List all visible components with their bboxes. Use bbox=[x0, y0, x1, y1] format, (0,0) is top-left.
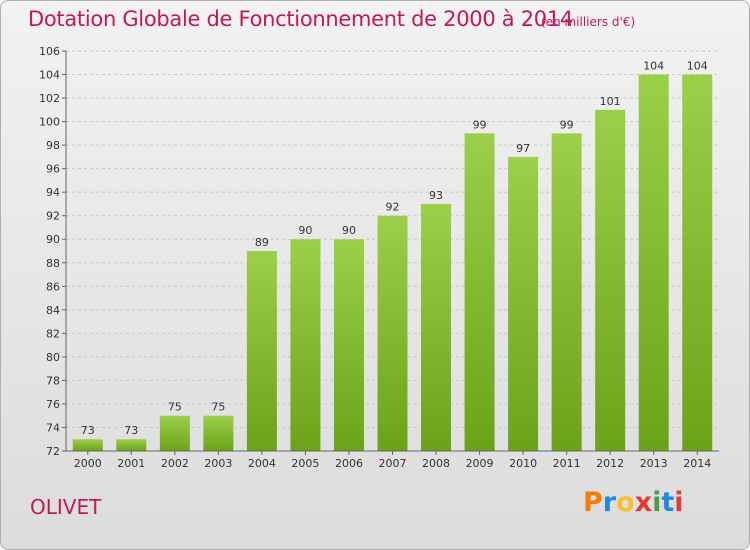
chart-subtitle: (en milliers d'€) bbox=[541, 15, 636, 29]
x-tick-label-2004: 2004 bbox=[248, 457, 276, 470]
bar-2001 bbox=[116, 439, 147, 451]
bar-2010 bbox=[508, 156, 539, 451]
y-tick-label-88: 88 bbox=[46, 257, 60, 270]
y-tick-label-100: 100 bbox=[39, 116, 60, 129]
data-label-2004: 89 bbox=[255, 236, 269, 249]
y-tick-label-90: 90 bbox=[46, 233, 60, 246]
axes: 72 74 76 78 80 82 84 86 88 90 92 94 96 98 100 102 104 106… bbox=[39, 45, 719, 470]
logo-letter: r bbox=[602, 487, 617, 518]
y-tick-label-104: 104 bbox=[39, 69, 60, 82]
x-tick-label-2003: 2003 bbox=[204, 457, 232, 470]
bar-2006 bbox=[333, 239, 364, 451]
x-tick-label-2007: 2007 bbox=[379, 457, 407, 470]
bar-2000 bbox=[72, 439, 103, 451]
x-tick-label-2009: 2009 bbox=[466, 457, 494, 470]
logo-letter: P bbox=[583, 487, 603, 518]
y-tick-label-94: 94 bbox=[46, 186, 60, 199]
x-tick-label-2002: 2002 bbox=[161, 457, 189, 470]
x-tick-label-2010: 2010 bbox=[509, 457, 537, 470]
x-tick-label-2000: 2000 bbox=[74, 457, 102, 470]
bar-2002 bbox=[159, 415, 190, 451]
y-tick-label-72: 72 bbox=[46, 445, 60, 458]
proxiti-logo[interactable]: Proxiti bbox=[583, 487, 684, 518]
bar-2014 bbox=[682, 74, 713, 451]
logo-letter: o bbox=[616, 487, 635, 518]
y-tick-label-82: 82 bbox=[46, 327, 60, 340]
y-tick-label-80: 80 bbox=[46, 351, 60, 364]
data-label-2008: 93 bbox=[429, 189, 443, 202]
x-tick-label-2011: 2011 bbox=[553, 457, 581, 470]
data-label-2010: 97 bbox=[516, 142, 530, 155]
y-tick-label-102: 102 bbox=[39, 92, 60, 105]
y-tick-label-74: 74 bbox=[46, 421, 60, 434]
x-tick-label-2005: 2005 bbox=[291, 457, 319, 470]
data-label-2006: 90 bbox=[342, 224, 356, 237]
y-tick-label-84: 84 bbox=[46, 304, 60, 317]
y-tick-label-78: 78 bbox=[46, 374, 60, 387]
commune-name: OLIVET bbox=[30, 495, 102, 519]
bar-2013 bbox=[638, 74, 669, 451]
data-label-2005: 90 bbox=[298, 224, 312, 237]
data-label-2014: 104 bbox=[687, 60, 708, 73]
data-label-2009: 99 bbox=[473, 118, 487, 131]
logo-letter: t bbox=[661, 487, 675, 518]
bar-2009 bbox=[464, 133, 495, 451]
logo-letter: i bbox=[652, 487, 662, 518]
x-tick-label-2013: 2013 bbox=[640, 457, 668, 470]
data-label-2012: 101 bbox=[600, 95, 621, 108]
y-tick-label-106: 106 bbox=[39, 45, 60, 58]
data-label-2001: 73 bbox=[124, 424, 138, 437]
bar-2008 bbox=[421, 203, 452, 451]
bar-2003 bbox=[203, 415, 234, 451]
x-tick-label-2006: 2006 bbox=[335, 457, 363, 470]
bar-2005 bbox=[290, 239, 321, 451]
logo-letter: i bbox=[674, 487, 684, 518]
bar-2004 bbox=[246, 251, 277, 451]
data-label-2000: 73 bbox=[81, 424, 95, 437]
bar-2007 bbox=[377, 215, 408, 451]
x-tick-label-2012: 2012 bbox=[596, 457, 624, 470]
x-tick-label-2001: 2001 bbox=[117, 457, 145, 470]
y-tick-label-86: 86 bbox=[46, 280, 60, 293]
logo-letter: x bbox=[634, 487, 653, 518]
x-tick-label-2014: 2014 bbox=[683, 457, 711, 470]
data-label-2011: 99 bbox=[560, 118, 574, 131]
bars: 73 73 75 75 89 90 90 92 93 99 97 99 101 104 104 bbox=[72, 60, 713, 451]
data-label-2013: 104 bbox=[643, 60, 664, 73]
data-label-2002: 75 bbox=[168, 401, 182, 414]
data-label-2003: 75 bbox=[211, 401, 225, 414]
bar-2011 bbox=[551, 133, 582, 451]
y-tick-label-76: 76 bbox=[46, 398, 60, 411]
x-tick-label-2008: 2008 bbox=[422, 457, 450, 470]
y-tick-label-96: 96 bbox=[46, 163, 60, 176]
chart-title: Dotation Globale de Fonctionnement de 20… bbox=[28, 7, 573, 31]
data-label-2007: 92 bbox=[386, 201, 400, 214]
y-tick-label-92: 92 bbox=[46, 210, 60, 223]
y-tick-label-98: 98 bbox=[46, 139, 60, 152]
bar-2012 bbox=[595, 109, 626, 451]
